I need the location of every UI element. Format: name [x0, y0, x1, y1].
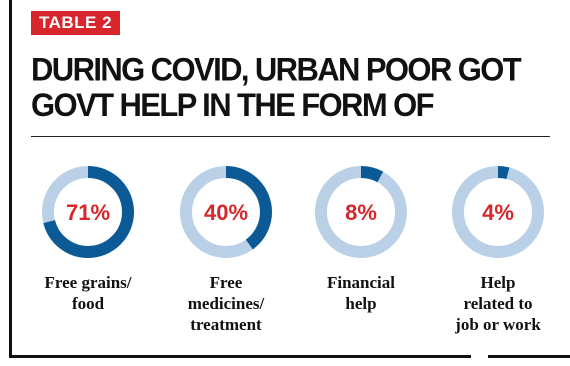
- frame-bottom-border: [9, 355, 471, 358]
- category-label: Free: [210, 273, 243, 292]
- category-label: medicines/: [188, 294, 265, 313]
- donut-percent-label: 8%: [345, 200, 377, 225]
- frame-bottom-right-border: [488, 355, 570, 358]
- category-label: treatment: [190, 315, 262, 334]
- donut-2: 40% Free medicines/treatment: [180, 166, 272, 334]
- donut-percent-label: 4%: [482, 200, 514, 225]
- category-label: job or work: [454, 315, 541, 334]
- donut-value-arc: [42, 166, 134, 258]
- donut-percent-label: 71%: [66, 200, 110, 225]
- title-divider: [31, 136, 550, 137]
- donut-1: 71% Free grains/food: [42, 166, 134, 313]
- category-label: help: [345, 294, 376, 313]
- category-label: Help: [481, 273, 516, 292]
- category-label: Financial: [327, 273, 395, 292]
- category-label: food: [72, 294, 105, 313]
- donut-value-arc: [315, 166, 407, 258]
- donut-value-arc: [180, 166, 272, 258]
- chart-title-line-2: GOVT HELP IN THE FORM OF: [31, 86, 435, 124]
- chart-title: DURING COVID, URBAN POOR GOT GOVT HELP I…: [31, 50, 551, 124]
- category-label: related to: [463, 294, 532, 313]
- chart-title-line-1: DURING COVID, URBAN POOR GOT: [31, 50, 522, 88]
- donut-percent-label: 40%: [204, 200, 248, 225]
- frame-left-border: [9, 0, 12, 357]
- donut-3: 8% Financial help: [315, 166, 407, 313]
- donut-value-arc: [452, 166, 544, 258]
- table-tag: TABLE 2: [31, 11, 121, 35]
- category-label: Free grains/: [44, 273, 131, 292]
- donut-4: 4% Help related to job or work: [452, 166, 544, 334]
